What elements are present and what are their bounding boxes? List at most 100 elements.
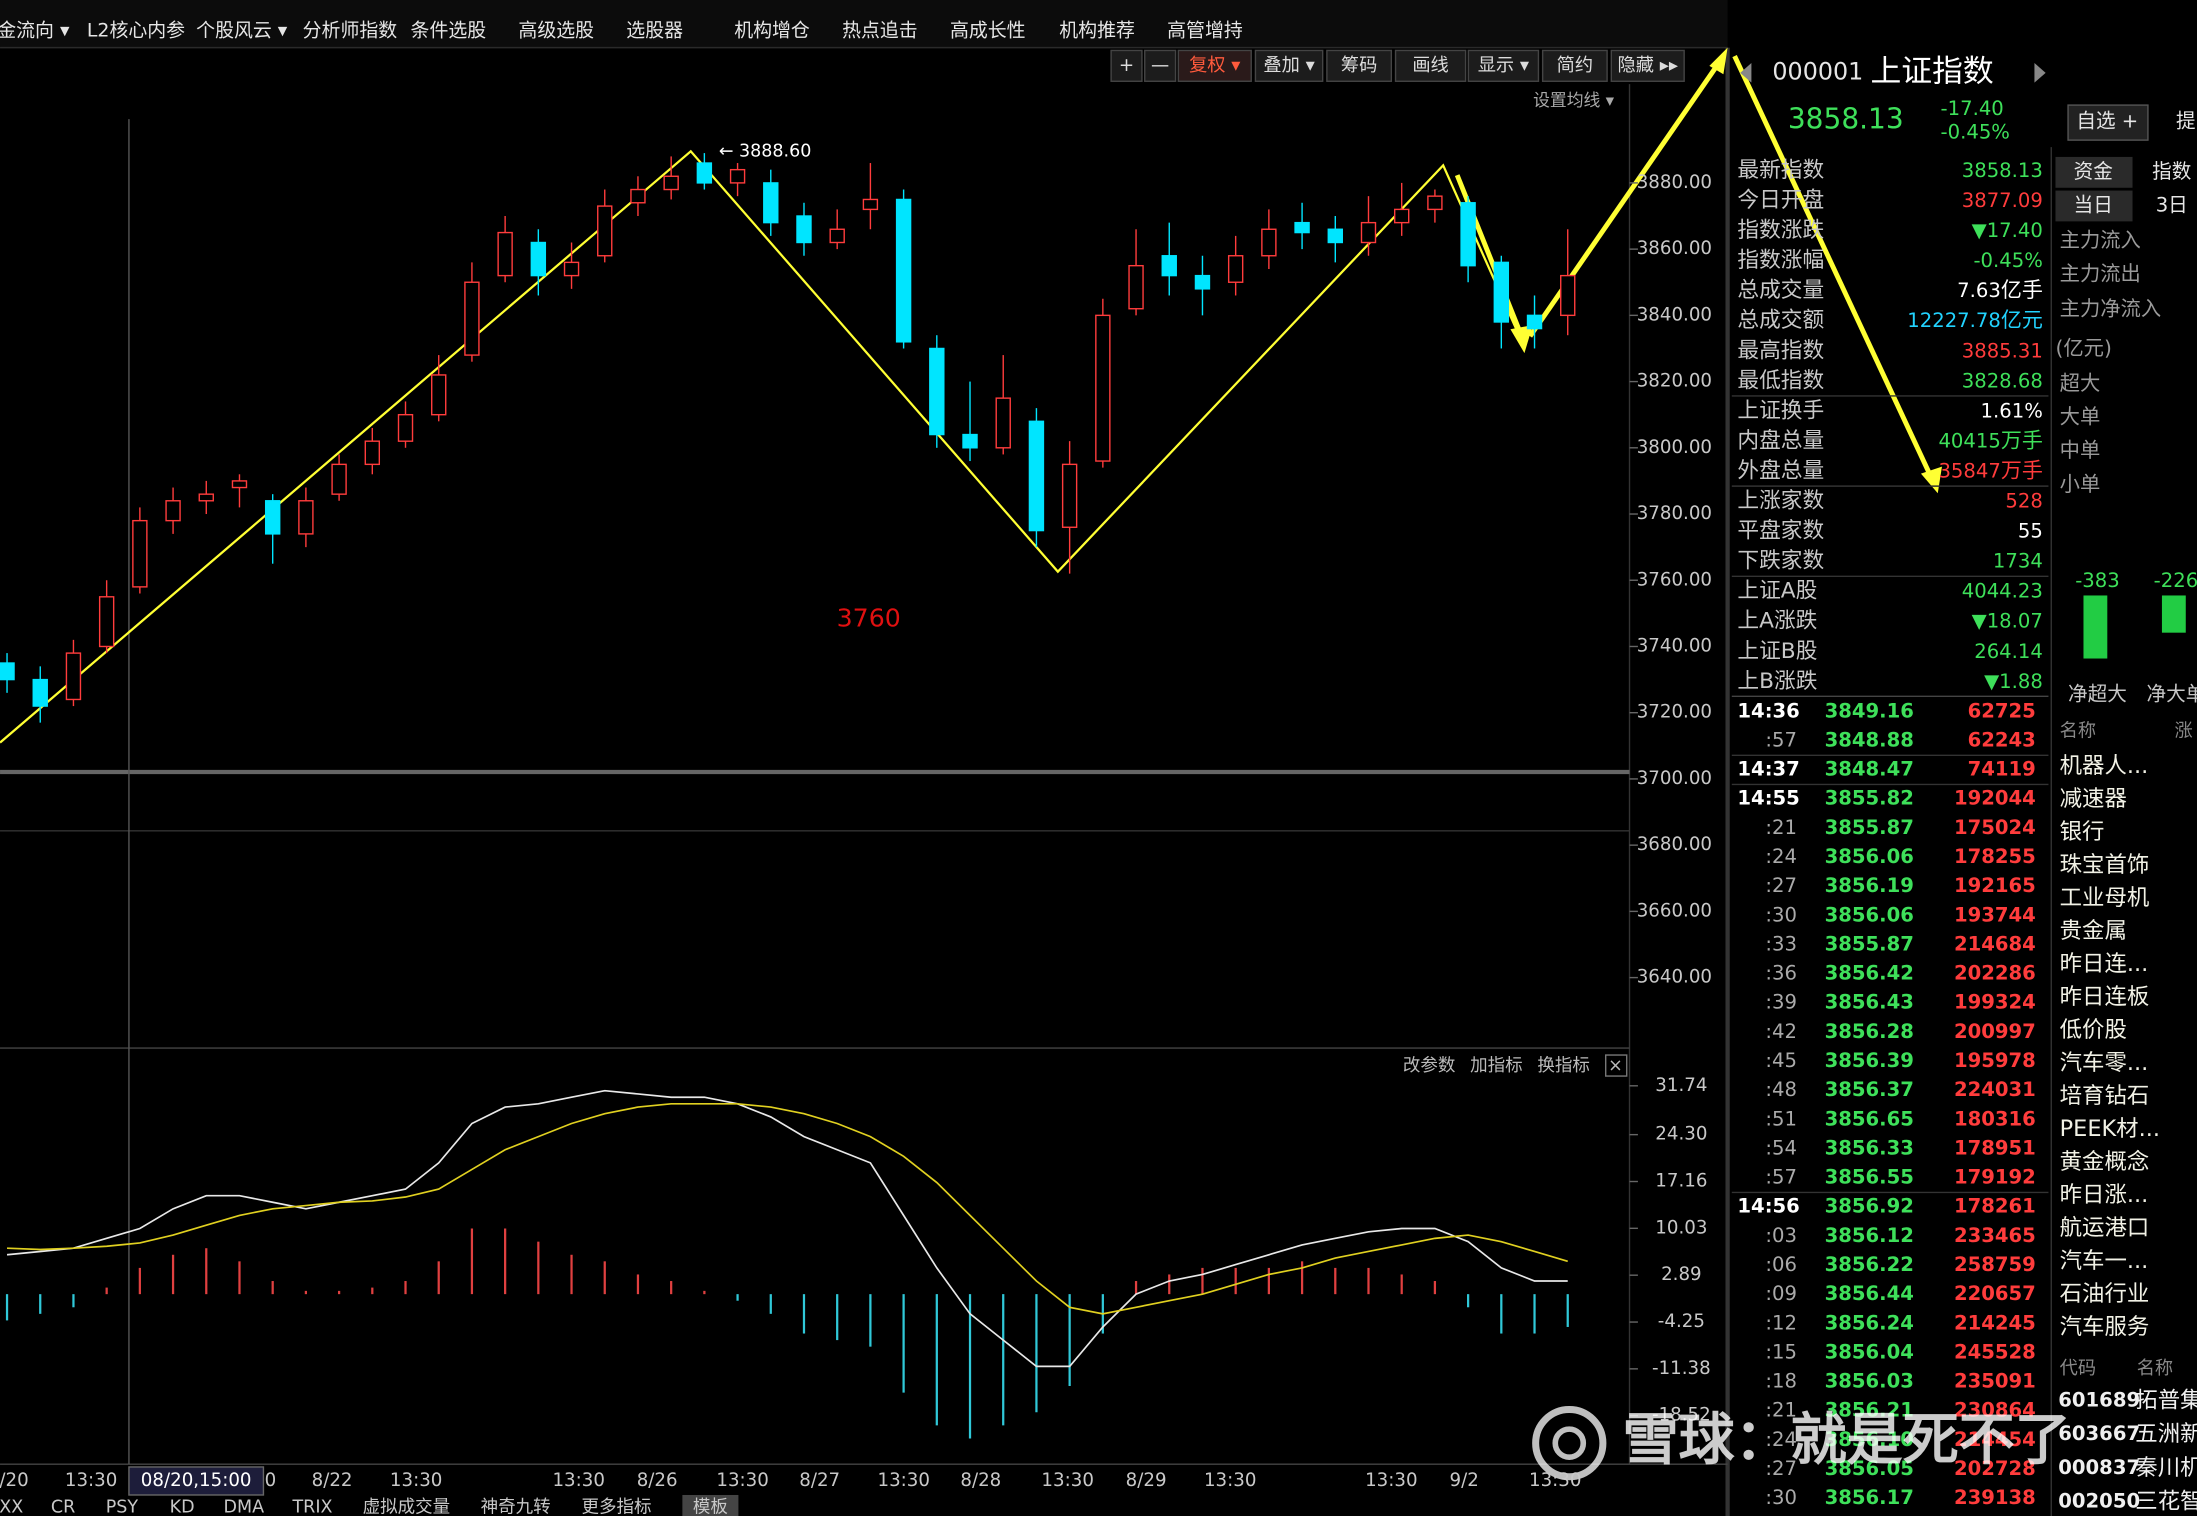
indicator-tab[interactable]: DMA bbox=[224, 1498, 265, 1516]
sector-name[interactable]: 机器人... bbox=[2060, 753, 2149, 779]
sector-name[interactable]: 减速器 bbox=[2060, 786, 2127, 812]
sector-name[interactable]: 工业母机 bbox=[2060, 885, 2150, 911]
sector-name[interactable]: 黄金概念 bbox=[2060, 1149, 2150, 1175]
candle-body bbox=[132, 519, 148, 588]
indicator-tab[interactable]: CR bbox=[51, 1498, 75, 1516]
tick-time: :42 bbox=[1765, 1020, 1797, 1043]
indicator-tab[interactable]: 更多指标 bbox=[582, 1498, 652, 1516]
flow-tab[interactable]: 3日 bbox=[2156, 193, 2188, 216]
close-box[interactable] bbox=[1605, 1054, 1628, 1077]
stock-name[interactable]: 五洲新 bbox=[2135, 1421, 2197, 1447]
toolbar-button[interactable] bbox=[1541, 49, 1608, 82]
menu-item[interactable]: 选股器 bbox=[626, 19, 683, 41]
menu-item[interactable]: 机构增仓 bbox=[734, 19, 810, 41]
macd-button[interactable]: 加指标 bbox=[1470, 1056, 1523, 1076]
nav-arrow[interactable] bbox=[1740, 63, 1752, 83]
flow-tab[interactable]: 指数 bbox=[2152, 160, 2192, 183]
sector-name[interactable]: 航运港口 bbox=[2060, 1215, 2150, 1241]
sector-name[interactable]: 贵金属 bbox=[2060, 918, 2127, 944]
menu-item[interactable]: 高管增持 bbox=[1167, 19, 1243, 41]
stock-code[interactable]: 000837 bbox=[2058, 1456, 2140, 1479]
watch-label[interactable]: 自选 + bbox=[2076, 109, 2138, 132]
menu-item[interactable]: 高级选股 bbox=[518, 19, 594, 41]
menu-item[interactable]: 高成长性 bbox=[950, 19, 1026, 41]
menu-item[interactable]: 热点追击 bbox=[842, 19, 918, 41]
tick-volume: 178261 bbox=[1954, 1195, 2036, 1218]
sector-name[interactable]: 石油行业 bbox=[2060, 1281, 2150, 1307]
indicator-tab[interactable]: KD bbox=[170, 1498, 195, 1516]
tab-active[interactable] bbox=[2055, 156, 2133, 188]
toolbar-button[interactable] bbox=[1177, 49, 1252, 82]
indicator-tab[interactable]: TRIX bbox=[291, 1498, 332, 1516]
stock-name[interactable]: 三花智 bbox=[2135, 1488, 2197, 1514]
toolbar-button[interactable] bbox=[1110, 49, 1143, 82]
candle-body bbox=[696, 162, 713, 184]
toolbar-button[interactable] bbox=[1326, 49, 1393, 82]
stock-code[interactable]: 002050 bbox=[2058, 1489, 2140, 1512]
flow-tab[interactable]: 当日 bbox=[2074, 193, 2113, 216]
flow-row: 主力流出 bbox=[2060, 262, 2141, 286]
active-tab[interactable] bbox=[682, 1494, 739, 1516]
ma-setting[interactable]: 设置均线 ▾ bbox=[1533, 90, 1615, 110]
stock-code[interactable]: 603667 bbox=[2058, 1422, 2140, 1445]
stock-change: -17.40 bbox=[1941, 97, 2004, 120]
sector-name[interactable]: 昨日连... bbox=[2060, 951, 2149, 977]
stock-name[interactable]: 拓普集 bbox=[2135, 1388, 2197, 1414]
tick-time: :03 bbox=[1765, 1224, 1797, 1247]
toolbar-button[interactable] bbox=[1394, 49, 1467, 82]
toolbar-label[interactable]: 叠加 ▾ bbox=[1263, 55, 1315, 76]
toolbar-label[interactable]: 简约 bbox=[1557, 55, 1593, 76]
macd-button[interactable]: 换指标 bbox=[1537, 1056, 1590, 1076]
stat-value: ▼17.40 bbox=[1972, 219, 2043, 242]
tick-price: 3856.42 bbox=[1825, 962, 1914, 985]
sector-name[interactable]: 银行 bbox=[2060, 819, 2105, 845]
tick-time: 14:37 bbox=[1737, 758, 1799, 781]
flow-tab[interactable]: 资金 bbox=[2074, 160, 2114, 183]
toolbar-label[interactable]: + bbox=[1119, 55, 1134, 76]
toolbar-label[interactable]: 筹码 bbox=[1341, 55, 1377, 76]
watch-button[interactable] bbox=[2067, 104, 2149, 141]
menu-item[interactable]: 机构推荐 bbox=[1059, 19, 1135, 41]
toolbar-label[interactable]: — bbox=[1151, 55, 1169, 76]
toolbar-button[interactable] bbox=[1254, 49, 1324, 82]
indicator-tab[interactable]: PSY bbox=[106, 1498, 139, 1516]
indicator-tab[interactable]: 模板 bbox=[693, 1498, 728, 1516]
stock-name[interactable]: 秦川机 bbox=[2135, 1455, 2197, 1481]
indicator-tab[interactable]: 神奇九转 bbox=[481, 1498, 551, 1516]
sector-name[interactable]: 汽车零... bbox=[2060, 1050, 2149, 1076]
sector-name[interactable]: 培育钻石 bbox=[2060, 1083, 2150, 1109]
sector-name[interactable]: 低价股 bbox=[2060, 1017, 2127, 1043]
menu-item[interactable]: L2核心内参 bbox=[87, 19, 185, 41]
y-tick-label: 3820.00 bbox=[1637, 371, 1712, 392]
indicator-tab[interactable]: 虚拟成交量 bbox=[363, 1498, 451, 1516]
tick-time: :18 bbox=[1765, 1370, 1797, 1393]
menu-item[interactable]: 金流向 ▾ bbox=[0, 19, 70, 41]
menu-item[interactable]: 分析师指数 bbox=[303, 19, 398, 41]
sector-name[interactable]: 珠宝首饰 bbox=[2060, 852, 2150, 878]
sector-name[interactable]: 汽车一... bbox=[2060, 1248, 2149, 1274]
sector-name[interactable]: 昨日连板 bbox=[2060, 984, 2150, 1010]
macd-button[interactable]: × bbox=[1608, 1056, 1623, 1076]
tick-time: :12 bbox=[1765, 1311, 1797, 1334]
net-bar bbox=[2161, 595, 2186, 633]
candle-body bbox=[1327, 228, 1343, 244]
toolbar-label[interactable]: 画线 bbox=[1412, 55, 1448, 76]
stock-code[interactable]: 601689 bbox=[2058, 1389, 2140, 1412]
toolbar-button[interactable] bbox=[1144, 49, 1177, 82]
sector-name[interactable]: 汽车服务 bbox=[2060, 1314, 2150, 1340]
stat-label: 上B涨跌 bbox=[1737, 669, 1817, 694]
nav-arrow[interactable] bbox=[2034, 63, 2046, 83]
indicator-tab[interactable]: XX bbox=[0, 1498, 23, 1516]
toolbar-button[interactable] bbox=[1610, 49, 1685, 82]
toolbar-label[interactable]: 复权 ▾ bbox=[1189, 55, 1241, 76]
toolbar-button[interactable] bbox=[1467, 49, 1540, 82]
sector-name[interactable]: PEEK材... bbox=[2060, 1116, 2160, 1142]
tick-price: 3856.33 bbox=[1825, 1136, 1914, 1159]
menu-item[interactable]: 个股风云 ▾ bbox=[196, 19, 288, 41]
sector-name[interactable]: 昨日涨... bbox=[2060, 1182, 2149, 1208]
toolbar-label[interactable]: 隐藏 ▸▸ bbox=[1618, 55, 1679, 76]
macd-button[interactable]: 改参数 bbox=[1403, 1056, 1455, 1076]
menu-item[interactable]: 条件选股 bbox=[411, 19, 487, 41]
toolbar-label[interactable]: 显示 ▾ bbox=[1478, 55, 1530, 76]
tab-active[interactable] bbox=[2055, 190, 2133, 222]
